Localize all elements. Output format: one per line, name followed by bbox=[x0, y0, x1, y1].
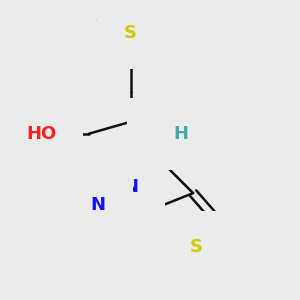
Text: N: N bbox=[123, 178, 138, 196]
Text: N: N bbox=[91, 196, 106, 214]
Text: N: N bbox=[154, 125, 169, 143]
Text: S: S bbox=[124, 24, 137, 42]
Text: HO: HO bbox=[26, 125, 56, 143]
Text: H: H bbox=[174, 125, 189, 143]
Text: S: S bbox=[190, 238, 202, 256]
